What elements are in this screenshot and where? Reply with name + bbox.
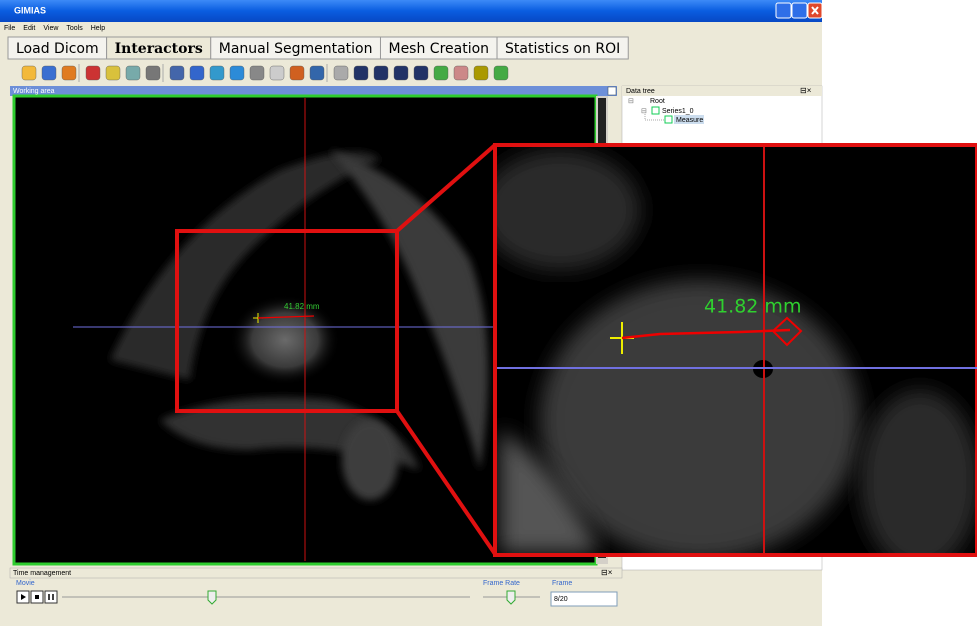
tab[interactable]: Load Dicom [7,36,108,60]
measure-line [257,315,315,319]
toolbar-button[interactable] [125,65,141,81]
toolbar [21,64,509,82]
toolbar-button[interactable] [145,65,161,81]
time-title: Time management [13,570,71,577]
toolbar-button[interactable] [61,65,77,81]
toolbar-button[interactable] [393,65,409,81]
toolbar-button[interactable] [105,65,121,81]
tree-node[interactable]: Root [650,98,665,105]
pause-button[interactable] [44,590,58,604]
toolbar-button[interactable] [229,65,245,81]
zoom-connector [395,143,497,233]
panel-buttons[interactable]: ⊟× [800,86,812,95]
toolbar-button[interactable] [209,65,225,81]
tree-expander[interactable]: ⊟ [641,108,647,115]
tab-label: Load Dicom [16,41,99,57]
measurement-label: 41.82 mm [284,302,320,311]
zoom-image [497,150,977,553]
close-icon [811,6,819,15]
zoom-region [175,229,399,413]
tab-label: Statistics on ROI [505,41,620,57]
tree-checkbox[interactable] [651,106,660,115]
frame-input[interactable] [550,591,618,607]
tab-label: Manual Segmentation [219,41,373,57]
maximize-button[interactable] [791,2,808,19]
tree-checkbox[interactable] [664,115,673,124]
toolbar-button[interactable] [41,65,57,81]
toolbar-button[interactable] [309,65,325,81]
toolbar-button[interactable] [21,65,37,81]
toolbar-button[interactable] [169,65,185,81]
time-header [9,567,623,579]
tab[interactable]: Statistics on ROI [496,36,629,60]
zoom-connector [395,409,497,556]
tree-selection [674,115,704,124]
zoom-border [493,143,977,557]
slider-thumb[interactable] [506,590,516,605]
maximize-pane[interactable] [607,86,617,96]
tree-connector [644,114,664,121]
menu-item[interactable]: View [43,25,59,32]
tab[interactable]: Interactors [106,36,212,60]
tab-label: Mesh Creation [388,41,489,57]
play-icon [21,594,26,600]
menu-item[interactable]: Help [91,25,106,32]
tab[interactable]: Mesh Creation [379,36,498,60]
menu-item[interactable]: File [4,25,15,32]
working-area-header [10,86,617,96]
toolbar-button[interactable] [493,65,509,81]
window-title: GIMIAS [14,5,46,15]
zoom-measure-end [771,316,803,347]
zoom-measurement-label: 41.82 mm [704,296,801,318]
tree-node[interactable]: Measure [676,117,703,124]
toolbar-button[interactable] [269,65,285,81]
menu-bar: File Edit View Tools Help [4,25,105,32]
frame-rate-label: Frame Rate [483,580,520,587]
frame-label: Frame [552,580,572,587]
tree-expander[interactable]: ⊟ [628,98,634,105]
toolbar-button[interactable] [453,65,469,81]
tree-node[interactable]: Series1_0 [662,108,694,115]
toolbar-button[interactable] [413,65,429,81]
data-tree-header [622,86,822,96]
tab-label: Interactors [115,41,203,57]
tab-background [496,36,629,60]
toolbar-button[interactable] [85,65,101,81]
movie-label: Movie [16,580,35,587]
toolbar-button[interactable] [289,65,305,81]
title-bar [0,0,822,22]
toolbar-button[interactable] [249,65,265,81]
working-area-label: Working area [13,88,55,95]
toolbar-button[interactable] [353,65,369,81]
data-tree-title: Data tree [626,88,655,95]
menu-item[interactable]: Edit [23,25,35,32]
zoom-measure-line [621,328,791,340]
toolbar-button[interactable] [189,65,205,81]
toolbar-button[interactable] [433,65,449,81]
tab[interactable]: Manual Segmentation [210,36,381,60]
frame-value: 8/20 [554,596,568,603]
menu-item[interactable]: Tools [66,25,83,32]
tab-bar: Load Dicom Interactors Manual Segmentation… [7,36,629,60]
toolbar-button[interactable] [373,65,389,81]
slider-thumb[interactable] [207,590,217,605]
toolbar-button[interactable] [473,65,489,81]
pause-icon [48,594,54,600]
stop-icon [35,595,39,599]
toolbar-button[interactable] [333,65,349,81]
minimize-button[interactable] [775,2,792,19]
panel-buttons[interactable]: ⊟× [601,568,613,577]
